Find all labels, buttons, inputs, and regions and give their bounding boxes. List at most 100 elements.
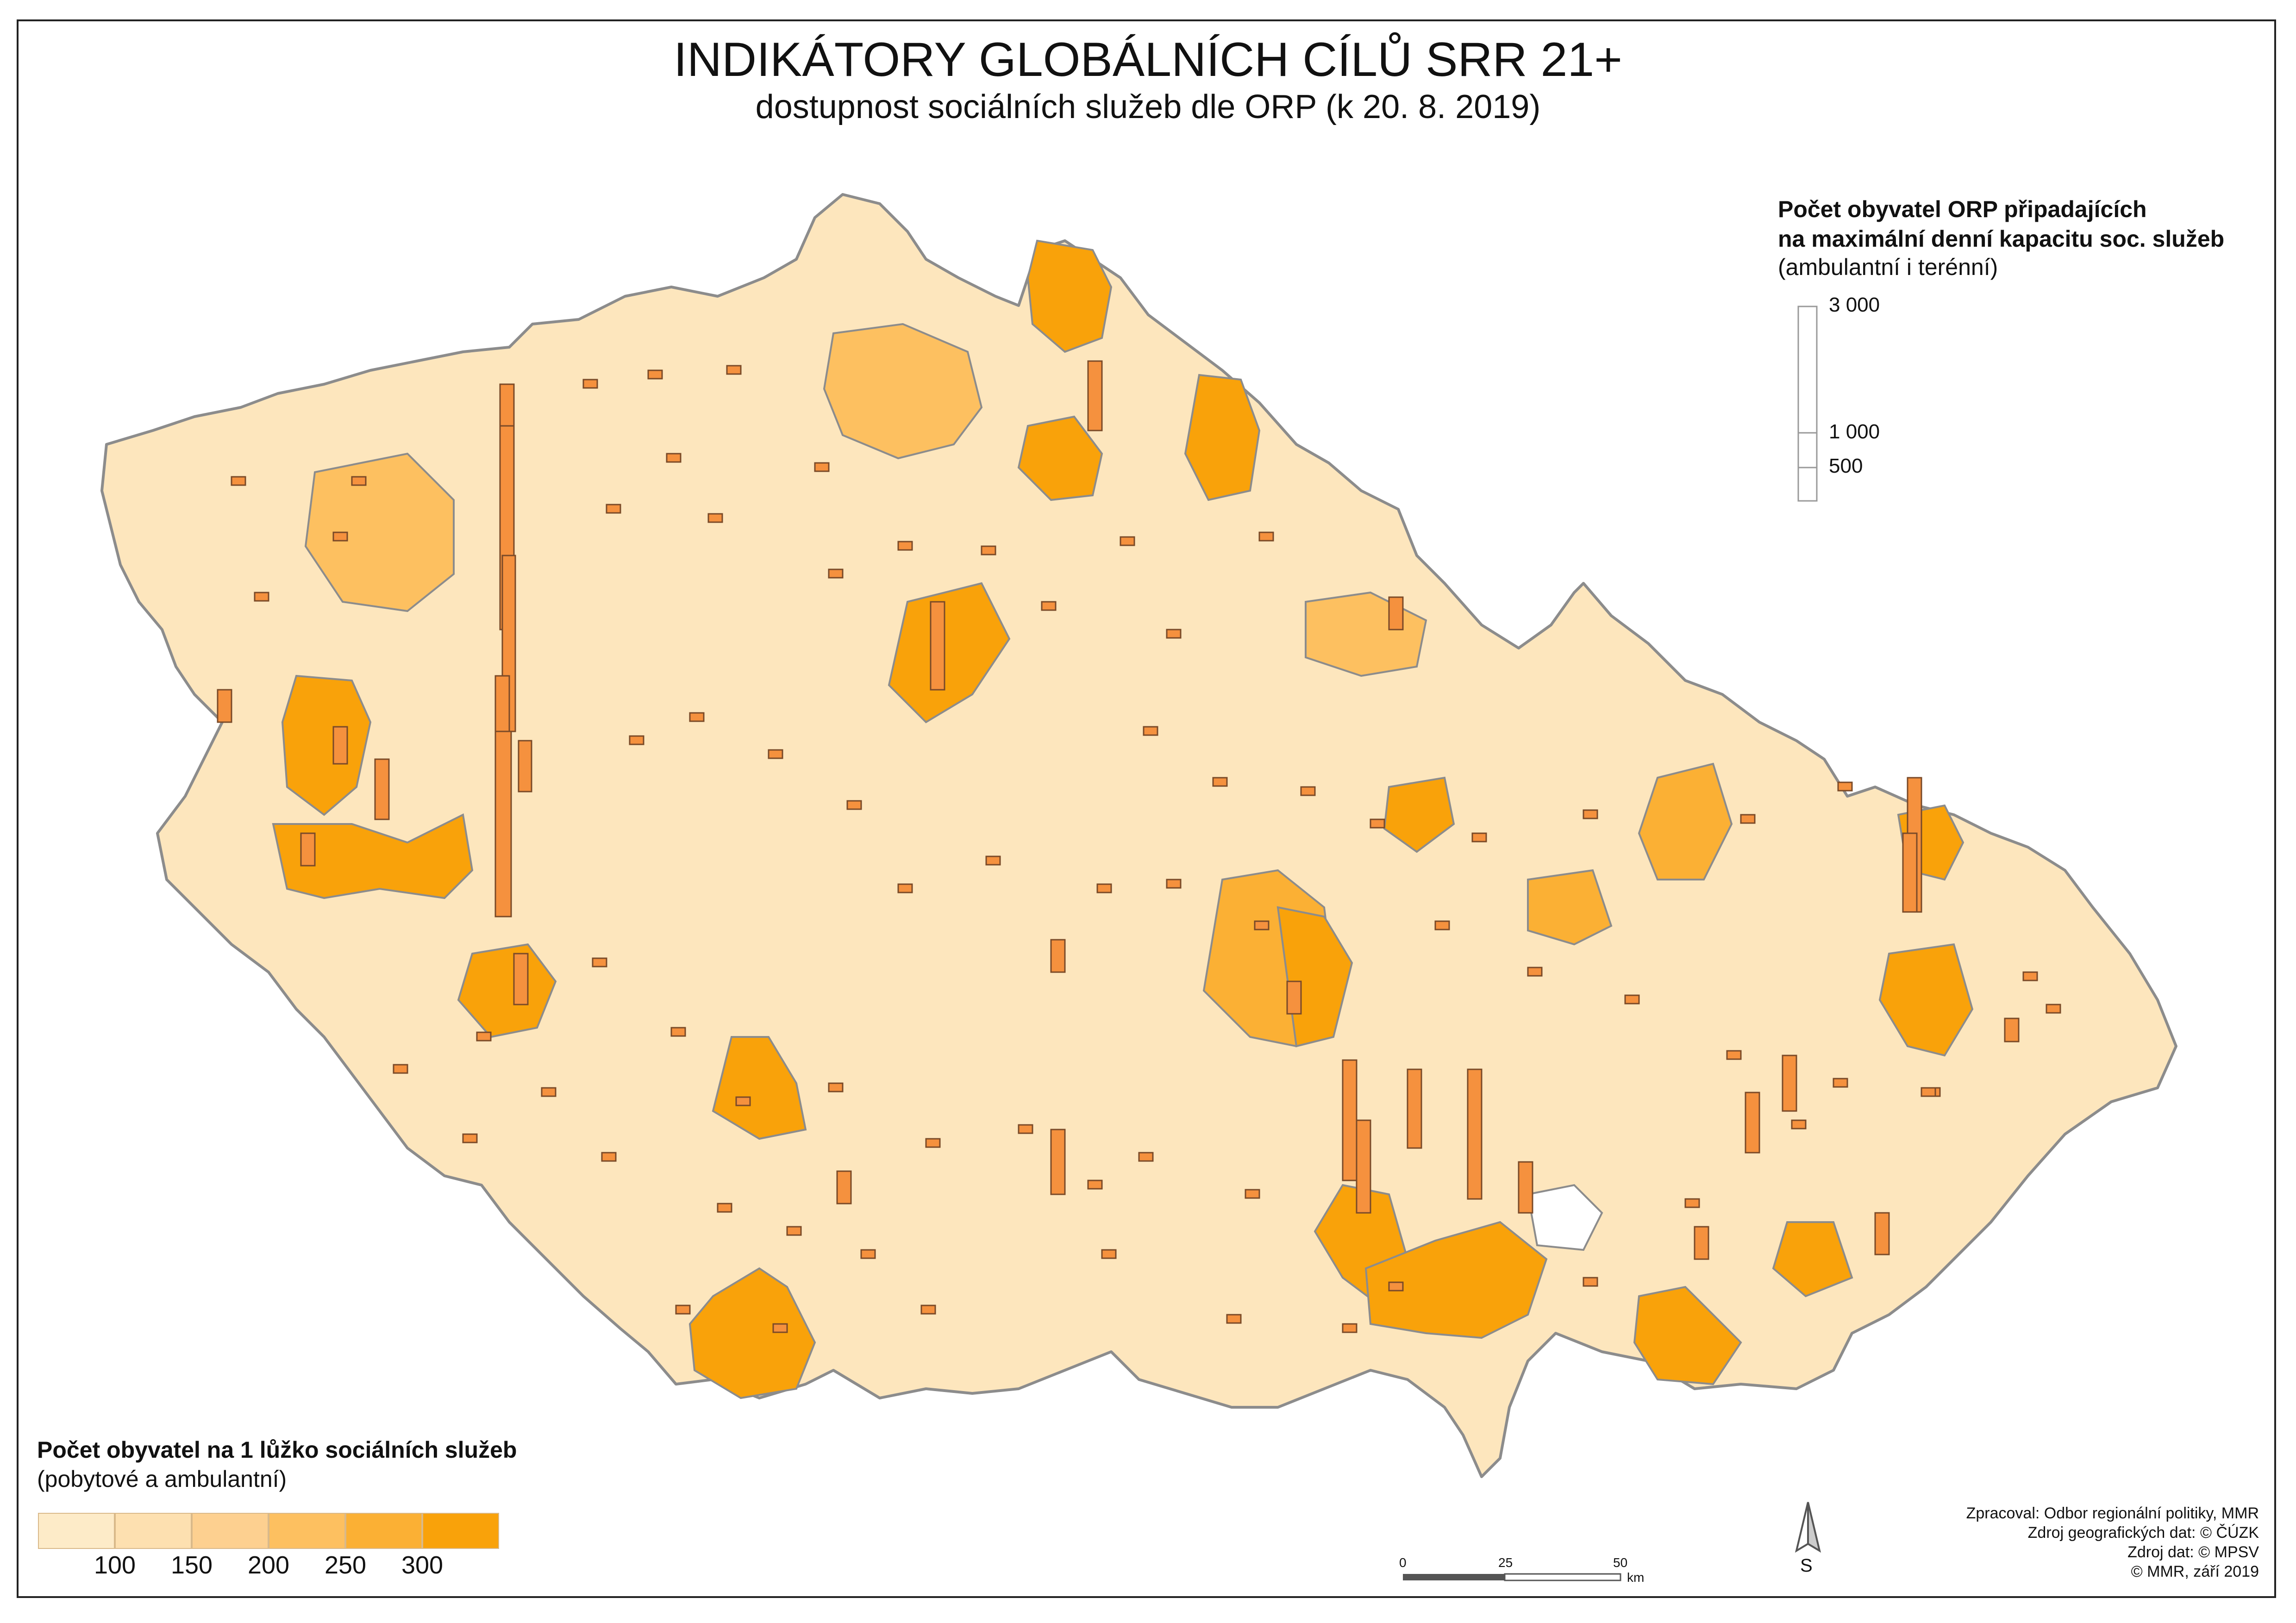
bar-symbol [1356,1119,1371,1214]
bar-symbol-small [1300,786,1316,796]
bar-symbol-small [231,476,246,486]
bar-legend-title-2: na maximální denní kapacitu soc. služeb [1778,226,2225,252]
region-patch [1527,869,1613,946]
bar-symbol-small [1096,883,1112,893]
scale-unit: km [1627,1570,1645,1585]
bar-symbol-small [735,1096,751,1106]
legend-color-swatch [192,1513,269,1549]
region-patch [1638,762,1733,880]
bar-symbol [1286,980,1302,1015]
bar-symbol-small [592,957,607,968]
bar-symbol [2004,1017,2020,1042]
bar-symbol-small [666,453,682,463]
bar-symbol [1694,1226,1709,1260]
scale-tick: 25 [1498,1555,1513,1570]
bar-symbol-small [1684,1198,1700,1208]
bar-symbol-small [462,1133,478,1143]
bar-symbol [1518,1161,1533,1214]
region-patch [888,582,1011,724]
bar-symbol-small [2046,1004,2061,1014]
region-patch [823,323,983,460]
bar-symbol-small [1583,809,1598,819]
legend-color-swatch [115,1513,192,1549]
credits-geo-source: Zdroj geografických dat: © ČÚZK [2027,1524,2259,1542]
bar-symbol-small [351,476,367,486]
bar-symbol [217,689,232,723]
choropleth-legend-title: Počet obyvatel na 1 lůžko sociálních slu… [37,1437,517,1463]
region-patch [1364,1221,1548,1339]
bar-symbol-small [2022,971,2038,981]
bar-symbol-small [1138,1152,1154,1162]
bar-symbol [1782,1055,1797,1112]
bar-symbol-small [772,1323,788,1333]
bar-legend-graphic [1797,306,1818,502]
bar-symbol-small [1245,1189,1260,1199]
bar-symbol [513,953,529,1005]
bar-symbol [494,730,512,918]
bar-symbol [518,740,532,793]
bar-symbol-small [768,749,783,759]
credits-copyright: © MMR, září 2019 [2131,1563,2259,1580]
bar-symbol [1745,1092,1760,1154]
bar-symbol-small [846,800,862,810]
region-patch [712,1036,807,1140]
bar-symbol-small [1583,1277,1598,1287]
scale-tick: 0 [1399,1555,1407,1570]
map-title: INDIKÁTORY GLOBÁLNÍCH CÍLŮ SRR 21+ [674,33,1622,87]
bar-symbol-small [1370,818,1385,829]
legend-color-swatch [345,1513,422,1549]
scale-bar-graphic [1403,1573,1621,1581]
bar-symbol-small [925,1138,941,1148]
bar-legend-title-1: Počet obyvatel ORP připadajících [1778,196,2147,222]
region-patch [688,1267,816,1399]
bar-symbol-small [1087,1180,1103,1190]
region-gap [1526,1184,1603,1251]
region-patch [1383,776,1455,853]
bar-symbol-small [675,1305,691,1315]
scale-tick: 50 [1613,1555,1628,1570]
bar-symbol-small [1101,1249,1117,1259]
bar-symbol-small [1921,1087,1936,1097]
north-arrow-icon [1795,1502,1821,1553]
bar-symbol-small [689,712,705,722]
bar-symbol-small [582,379,598,389]
bar-symbol-small [1740,814,1756,824]
bar-symbol-small [606,504,621,514]
bar-symbol-small [1120,536,1135,546]
bar-symbol-small [707,513,723,523]
bar-symbol-small [814,462,830,472]
map-subtitle: dostupnost sociálních služeb dle ORP (k … [755,88,1541,125]
bar-symbol [1087,360,1103,431]
bar-symbols [217,360,2061,1333]
map-frame [17,19,2276,1598]
bar-symbol-small [1254,920,1270,930]
bar-symbol [1407,1068,1422,1149]
bar-legend-tick: 3 000 [1829,293,1880,316]
region-patch [1017,415,1103,501]
bar-legend-tick: 1 000 [1829,420,1880,443]
bar-symbol-small [1226,1314,1242,1324]
choropleth-legend-note: (pobytové a ambulantní) [37,1466,287,1492]
region-patch [272,813,474,899]
bar-symbol [1467,1068,1483,1200]
credits-data-source: Zdroj dat: © MPSV [2127,1543,2259,1561]
bar-symbol-small [1342,1323,1358,1333]
bar-symbol-small [1166,879,1182,889]
bar-symbol-small [601,1152,617,1162]
bar-symbol [1388,596,1404,630]
bar-symbol-small [981,545,996,556]
bar-symbol-small [920,1305,936,1315]
legend-break-label: 300 [401,1551,444,1579]
region-patch [1878,943,1974,1057]
legend-break-label: 250 [324,1551,367,1579]
legend-break-label: 200 [247,1551,290,1579]
bar-symbol-small [717,1203,732,1213]
orp-regions [100,193,2177,1478]
bar-symbol-small [828,568,844,579]
bar-symbol-small [476,1031,492,1042]
bar-symbol-small [1837,781,1853,792]
bar-symbol-small [670,1027,686,1037]
bar-symbol-small [1527,967,1543,977]
region-patch [1026,239,1113,353]
